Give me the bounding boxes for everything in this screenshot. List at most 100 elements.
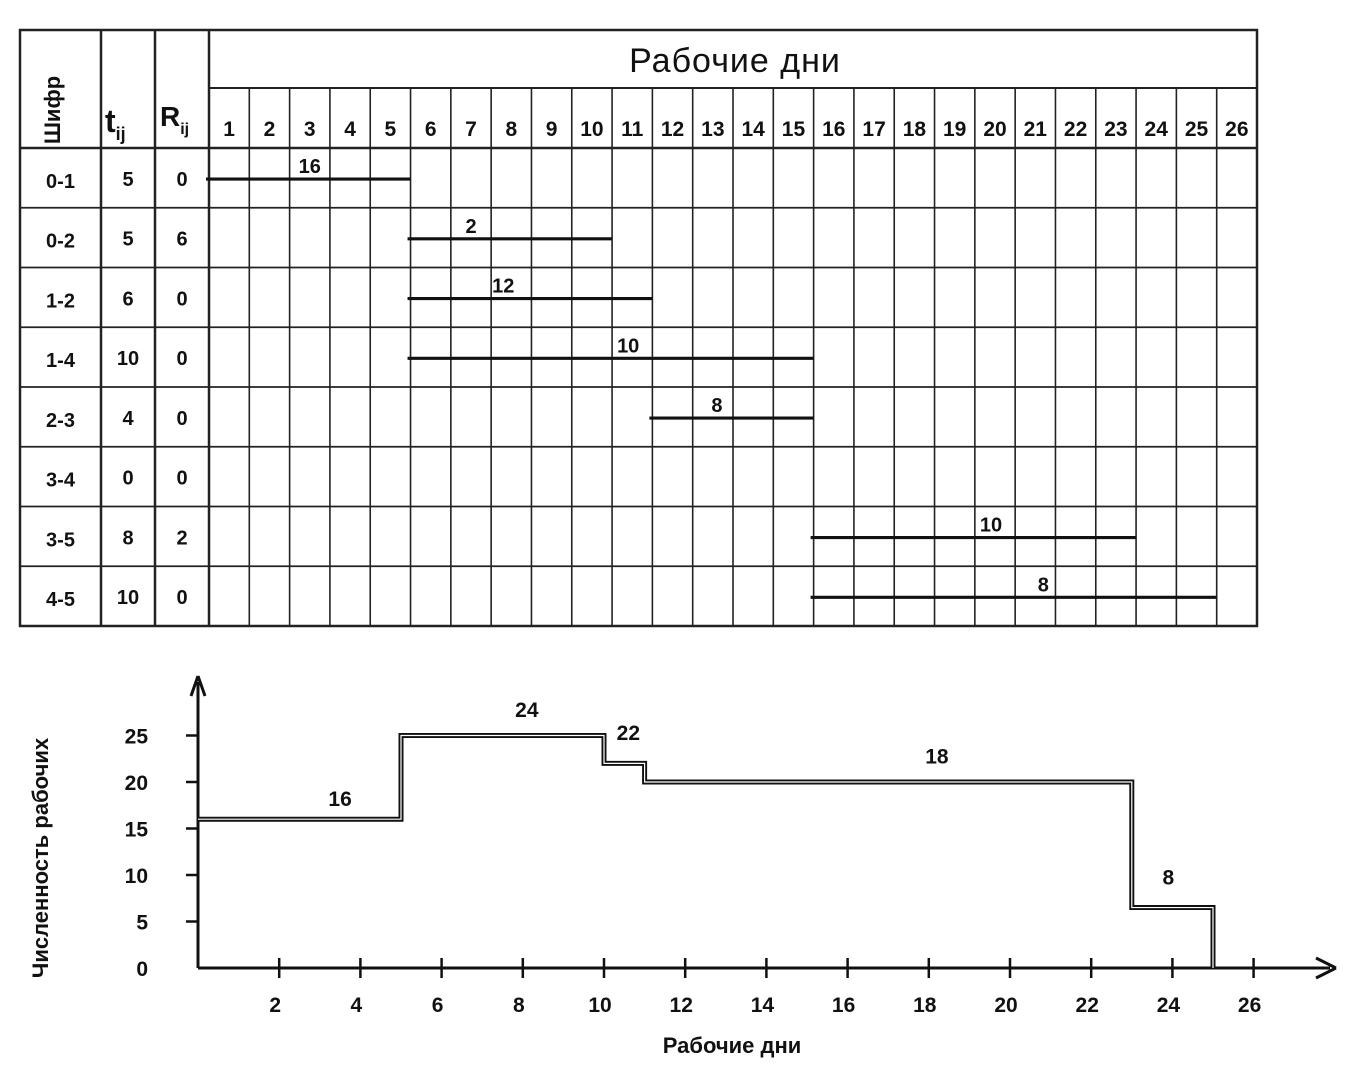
task-reserve: 0 [176,348,187,370]
y-tick-label: 25 [125,726,149,749]
day-numbers: 1 2 3 4 5 6 7 8 9 10 11 12 13 14 15 16 17 18 19 20 21 22 23 24 2… [223,118,1248,141]
day-number: 25 [1185,118,1209,141]
x-tick-label: 26 [1238,994,1261,1017]
header-t: tij [105,103,126,144]
x-tick-label: 16 [832,994,855,1017]
header-code: Шифр [40,76,65,144]
histogram-value-label: 24 [515,699,539,722]
y-tick-label: 15 [125,819,149,842]
task-bar-label: 2 [465,216,476,238]
x-tick-label: 12 [670,994,693,1017]
day-number: 17 [862,118,885,141]
day-number: 10 [580,118,603,141]
task-row: 1-2 6 0 12 [46,276,653,312]
x-tick-label: 4 [351,994,363,1017]
header-r-main: R [160,101,180,132]
task-row: 4-5 10 0 8 [46,574,1217,611]
histogram-outline [198,733,1216,968]
day-number: 9 [546,118,558,141]
task-row: 1-4 10 0 10 [46,335,814,372]
task-bar-label: 16 [299,156,321,178]
task-duration: 10 [117,587,139,609]
day-number: 2 [264,118,276,141]
x-tick-label: 10 [588,994,611,1017]
task-row: 3-5 8 2 10 [46,515,1137,551]
y-tick-label: 20 [125,772,148,795]
task-code: 3-4 [46,470,76,492]
task-code: 0-1 [46,171,75,193]
task-code: 1-4 [46,350,76,372]
task-code: 2-3 [46,410,75,432]
day-number: 12 [661,118,684,141]
task-reserve: 6 [176,229,187,251]
day-number: 21 [1024,118,1048,141]
task-duration: 5 [122,229,133,251]
x-tick-label: 24 [1157,994,1181,1017]
task-row: 0-2 5 6 2 [46,216,613,253]
header-t-sub: ij [116,124,126,144]
x-tick-label: 14 [751,994,775,1017]
y-axis-arrow [189,675,207,697]
x-tick-label: 18 [913,994,937,1017]
day-number: 15 [782,118,806,141]
header-t-main: t [105,103,116,139]
day-number: 20 [983,118,1006,141]
histogram-outline-inner [198,734,1214,968]
day-number: 7 [465,118,477,141]
task-row: 2-3 4 0 8 [46,395,814,432]
task-reserve: 2 [176,527,187,549]
task-duration: 4 [122,408,134,430]
day-number: 4 [344,118,356,141]
task-reserve: 0 [176,587,187,609]
task-reserve: 0 [176,468,187,490]
y-tick-label: 10 [125,865,148,888]
histogram-value-label: 18 [925,745,949,768]
task-code: 1-2 [46,290,75,312]
day-number: 14 [741,118,765,141]
histogram-value-label: 16 [328,788,351,811]
x-axis-arrow [1315,956,1337,980]
task-reserve: 0 [176,288,187,310]
y-tick-label: 0 [136,958,148,981]
task-bar-label: 10 [980,515,1002,537]
task-duration: 0 [122,468,133,490]
histogram-labels: 16 24 22 18 8 [328,699,1174,889]
day-number: 18 [903,118,927,141]
task-code: 3-5 [46,529,75,551]
day-number: 26 [1225,118,1248,141]
task-bar-label: 8 [711,395,722,417]
histogram-steps [198,733,1216,968]
y-tick-label: 5 [136,912,148,935]
task-bar-label: 12 [492,276,514,298]
histogram-value-label: 22 [617,722,640,745]
day-number: 23 [1104,118,1127,141]
task-row: 3-4 0 0 [46,468,188,492]
day-number: 6 [425,118,437,141]
day-number: 16 [822,118,845,141]
day-number: 13 [701,118,724,141]
day-number: 5 [385,118,397,141]
x-tick-label: 8 [513,994,525,1017]
task-row: 0-1 5 0 16 [46,156,411,193]
day-number: 8 [505,118,517,141]
task-duration: 6 [122,288,133,310]
header-r: Rij [160,101,189,138]
task-reserve: 0 [176,408,187,430]
x-tick-label: 2 [269,994,281,1017]
task-duration: 10 [117,348,139,370]
gantt-chart: Шифр tij Rij Рабочие дни 1 2 3 4 5 6 7 8 9 10 11 12… [18,28,1259,628]
day-number: 22 [1064,118,1087,141]
day-number: 19 [943,118,966,141]
y-axis-label: Численность рабочих [28,737,53,978]
x-tick-label: 20 [994,994,1017,1017]
task-bar-label: 10 [617,335,639,357]
header-days: Рабочие дни [629,42,841,80]
x-axis-label: Рабочие дни [663,1033,802,1058]
task-duration: 8 [122,527,133,549]
histogram-value-label: 8 [1162,866,1174,889]
task-code: 4-5 [46,589,75,611]
task-code: 0-2 [46,231,75,253]
day-number: 3 [304,118,316,141]
